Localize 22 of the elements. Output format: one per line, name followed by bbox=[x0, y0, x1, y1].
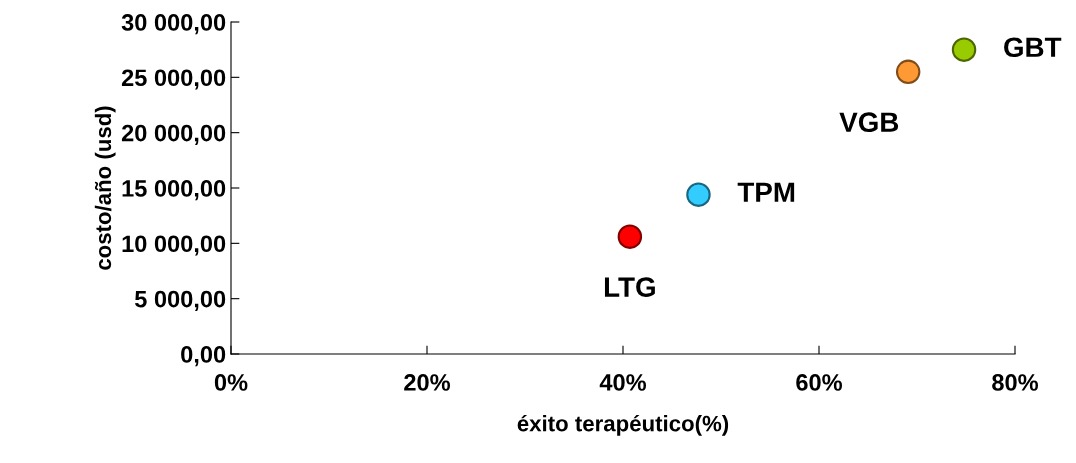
point bbox=[951, 37, 977, 62]
x-tick-label: 80% bbox=[992, 374, 1039, 391]
y-tick-label: 10 000,00 bbox=[122, 235, 226, 256]
point bbox=[617, 224, 643, 249]
y-tick-label: 5 000,00 bbox=[134, 290, 226, 311]
y-tick-label: 20 000,00 bbox=[121, 124, 226, 145]
x-tick-label: 60% bbox=[796, 374, 843, 391]
series-label: GBT bbox=[1004, 37, 1062, 58]
x-tick-label: 40% bbox=[599, 374, 647, 391]
y-tick-label: 15 000,00 bbox=[122, 180, 226, 201]
series-label: TPM bbox=[737, 182, 795, 202]
series-label: LTG bbox=[604, 277, 655, 297]
series-label: VGB bbox=[839, 112, 899, 133]
x-tick-label: 20% bbox=[404, 374, 451, 391]
point bbox=[895, 59, 921, 85]
y-axis-title: costo/año (usd) bbox=[94, 106, 116, 270]
y-tick-label: 0,00 bbox=[181, 346, 226, 367]
y-tick-label: 25 000,00 bbox=[121, 69, 226, 90]
point bbox=[686, 182, 711, 207]
x-axis-title: éxito terapéutico(%) bbox=[517, 414, 729, 436]
x-tick-label: 0% bbox=[214, 374, 248, 391]
y-tick-label: 30 000,00 bbox=[121, 14, 226, 35]
